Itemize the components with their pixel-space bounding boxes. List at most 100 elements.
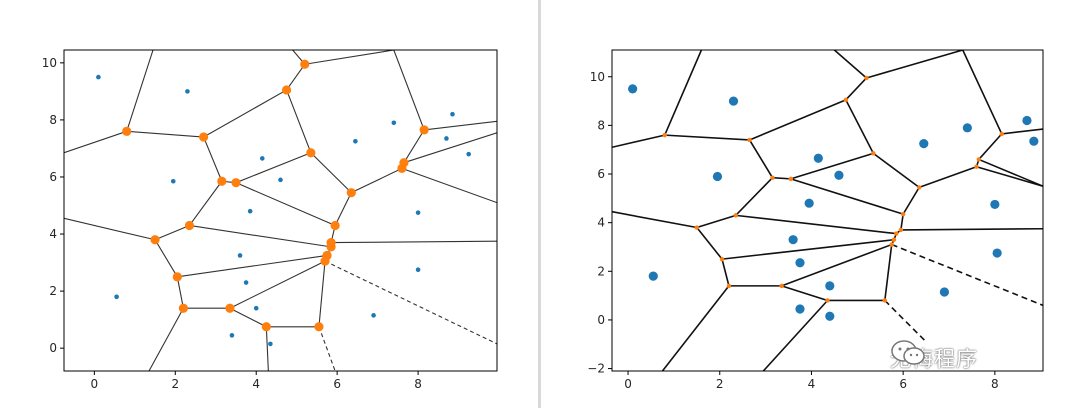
- data-point: [804, 198, 814, 208]
- data-point: [990, 199, 1000, 210]
- voronoi-vertex: [891, 237, 897, 242]
- data-point: [992, 248, 1002, 258]
- x-tick-label: 2: [716, 377, 724, 391]
- voronoi-edge: [612, 134, 665, 149]
- voronoi-edge: [154, 224, 190, 241]
- data-point: [450, 111, 455, 117]
- voronoi-edge: [696, 227, 723, 260]
- voronoi-infinite-edge: [891, 243, 1043, 307]
- voronoi-edge: [1001, 128, 1043, 135]
- data-point: [834, 170, 844, 180]
- y-tick-label: 4: [597, 216, 605, 230]
- data-point: [813, 153, 823, 163]
- voronoi-vertex: [397, 163, 407, 174]
- voronoi-edge: [696, 214, 737, 229]
- data-point: [728, 96, 739, 106]
- voronoi-edge: [833, 50, 867, 79]
- data-point: [962, 123, 972, 133]
- voronoi-edge: [203, 89, 287, 138]
- data-point: [353, 139, 358, 144]
- data-point: [712, 171, 723, 182]
- voronoi-infinite-edge: [884, 299, 927, 343]
- voronoi-edge: [790, 152, 874, 180]
- left-voronoi-chart: 0 2 4 6 8 0 2 4 6 8 10: [42, 49, 498, 391]
- voronoi-vertex: [306, 148, 316, 158]
- voronoi-infinite-edge: [324, 260, 497, 345]
- y-tick-label: 8: [597, 118, 605, 132]
- voronoi-edge: [126, 50, 154, 132]
- voronoi-edge: [310, 152, 352, 194]
- voronoi-vertex: [974, 164, 979, 169]
- voronoi-edge: [189, 224, 332, 248]
- x-tick-label: 6: [333, 377, 341, 391]
- voronoi-infinite-edge: [318, 326, 336, 371]
- voronoi-vertex: [788, 176, 794, 182]
- panel-divider: [538, 0, 541, 408]
- data-point: [415, 210, 421, 215]
- voronoi-vertex: [330, 220, 340, 231]
- voronoi-vertex: [719, 256, 725, 262]
- data-point: [466, 151, 471, 157]
- voronoi-edge: [403, 132, 497, 164]
- voronoi-vertex: [314, 322, 324, 332]
- voronoi-edge: [735, 177, 774, 216]
- voronoi-vertex: [894, 231, 899, 236]
- voronoi-vertex: [217, 176, 227, 186]
- voronoi-vertex: [231, 178, 241, 188]
- voronoi-edge: [331, 240, 497, 244]
- x-tick-label: 0: [624, 377, 632, 391]
- data-point: [628, 84, 638, 94]
- y-tick-label: 6: [597, 167, 605, 181]
- voronoi-vertex: [733, 213, 738, 218]
- voronoi-edge: [176, 276, 184, 309]
- plot-area: [612, 50, 1043, 371]
- voronoi-edge: [148, 307, 184, 371]
- data-point: [229, 333, 235, 338]
- wechat-icon: [891, 340, 925, 365]
- voronoi-edge: [612, 210, 697, 229]
- data-point: [96, 74, 101, 80]
- axes-frame: [63, 49, 498, 372]
- voronoi-edge: [976, 165, 1043, 187]
- data-point: [825, 311, 835, 321]
- x-tick-label: 8: [991, 377, 999, 391]
- voronoi-edge: [902, 186, 920, 215]
- voronoi-edge: [721, 238, 895, 260]
- data-point: [391, 120, 397, 126]
- voronoi-edge: [900, 214, 904, 231]
- voronoi-vertex: [900, 211, 906, 217]
- voronoi-edge: [749, 99, 847, 141]
- voronoi-vertex: [199, 132, 209, 142]
- data-point: [648, 271, 658, 281]
- voronoi-vertex: [825, 298, 830, 303]
- data-point: [243, 280, 249, 285]
- voronoi-vertex: [779, 283, 784, 289]
- voronoi-edge: [978, 158, 1043, 187]
- voronoi-edge: [721, 258, 730, 287]
- voronoi-edge: [177, 254, 328, 278]
- voronoi-vertex: [184, 220, 195, 231]
- voronoi-vertex: [999, 131, 1004, 137]
- data-point: [1022, 115, 1032, 126]
- data-point: [278, 177, 283, 183]
- voronoi-vertex: [976, 157, 982, 162]
- voronoi-vertex: [346, 188, 356, 198]
- voronoi-edge: [154, 239, 178, 278]
- voronoi-edge: [762, 299, 829, 371]
- voronoi-edge: [772, 176, 791, 180]
- voronoi-edge: [318, 261, 326, 327]
- voronoi-edge: [661, 285, 730, 371]
- voronoi-vertex: [261, 322, 271, 332]
- x-tick-label: 6: [899, 377, 907, 391]
- voronoi-vertex: [419, 125, 429, 135]
- data-point: [170, 178, 176, 184]
- voronoi-edge: [304, 50, 394, 65]
- x-tick-label: 2: [171, 377, 179, 391]
- voronoi-edge: [126, 130, 204, 138]
- voronoi-edge: [735, 214, 897, 235]
- voronoi-vertex: [871, 151, 876, 156]
- voronoi-vertex: [150, 235, 160, 245]
- voronoi-edge: [229, 260, 326, 309]
- data-point: [371, 313, 376, 318]
- voronoi-edge: [748, 139, 774, 179]
